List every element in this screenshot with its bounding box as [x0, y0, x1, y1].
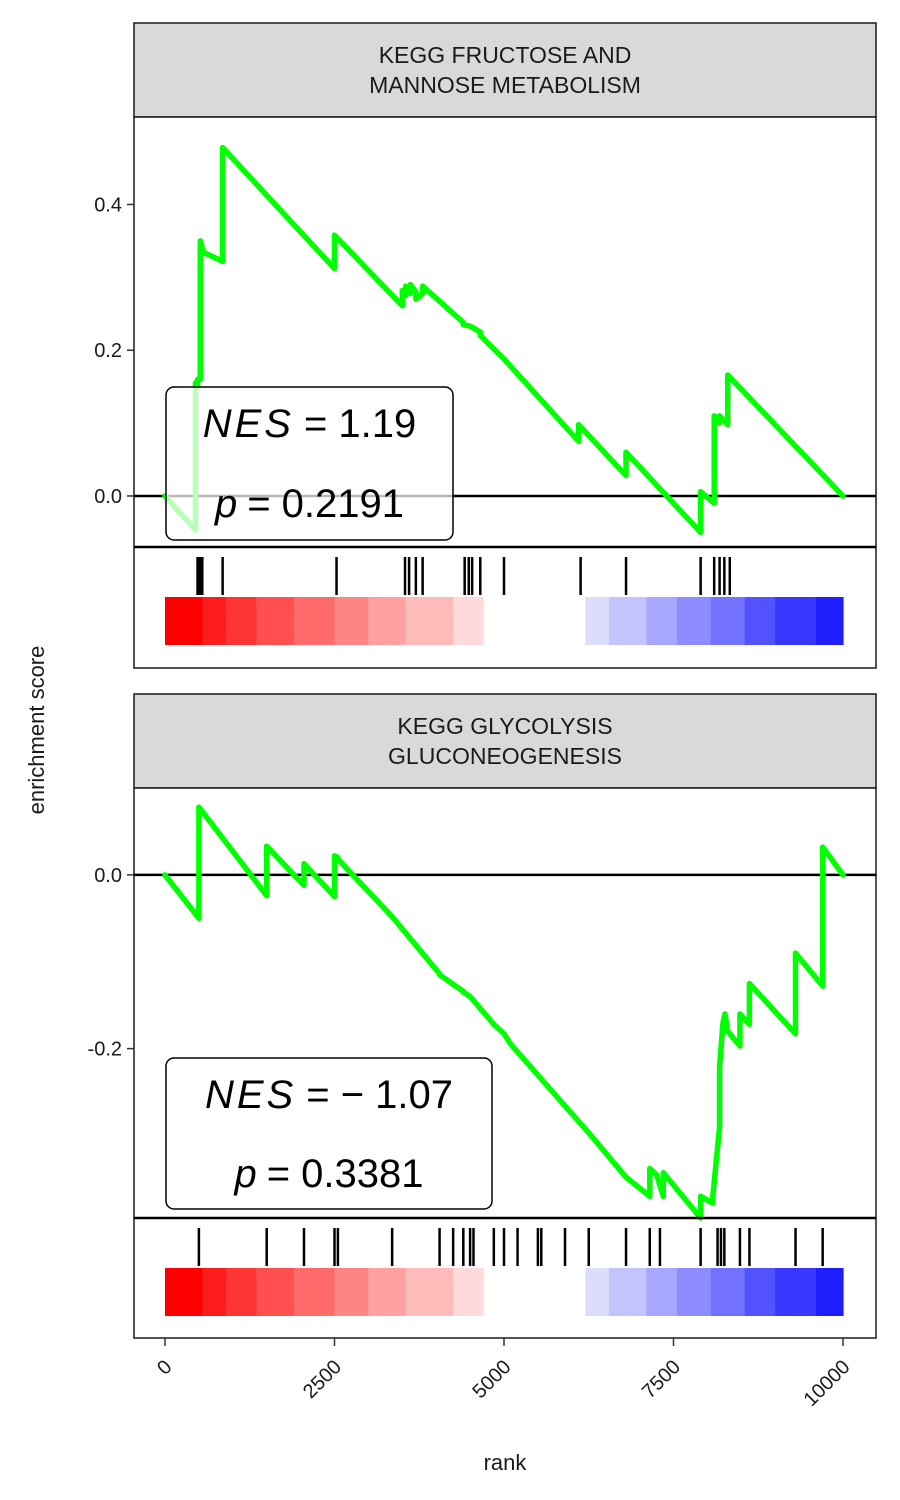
- colorbar-segment: [551, 1268, 586, 1316]
- p-value-label: p = 0.3381: [233, 1152, 423, 1196]
- colorbar-segment: [609, 597, 647, 645]
- x-tick-label: 0: [153, 1356, 176, 1379]
- panel-title-line: MANNOSE METABOLISM: [369, 72, 641, 98]
- colorbar-segment: [334, 597, 369, 645]
- colorbar-segment: [646, 597, 678, 645]
- colorbar-segment: [405, 597, 454, 645]
- colorbar-segment: [744, 597, 776, 645]
- p-value: = 0.2191: [247, 482, 404, 526]
- colorbar-segment: [453, 1268, 485, 1316]
- panel-strip: [133, 22, 877, 118]
- panel-strip: [133, 693, 877, 789]
- colorbar-segment: [293, 597, 336, 645]
- colorbar-segment: [676, 597, 712, 645]
- colorbar-segment: [710, 1268, 746, 1316]
- nes-label: NES = 1.19: [203, 402, 417, 446]
- nes-value: = 1.19: [304, 402, 416, 446]
- colorbar-segment: [646, 1268, 678, 1316]
- colorbar-segment: [744, 1268, 776, 1316]
- x-tick-label: 10000: [800, 1356, 855, 1411]
- colorbar-segment: [775, 1268, 817, 1316]
- colorbar-segment: [202, 597, 227, 645]
- colorbar-segment: [676, 1268, 712, 1316]
- stat-label-box: [165, 386, 454, 541]
- colorbar-segment: [368, 597, 407, 645]
- colorbar-segment: [202, 1268, 227, 1316]
- p-symbol: p: [214, 482, 237, 526]
- enrichment-score-line: [162, 144, 846, 536]
- colorbar-segment: [405, 1268, 454, 1316]
- colorbar-segment: [293, 1268, 336, 1316]
- colorbar-segment: [165, 597, 203, 645]
- colorbar-segment: [256, 597, 295, 645]
- panel-2: KEGG GLYCOLYSIS GLUCONEOGENESIS 0.0 -0.2 NES…: [88, 693, 877, 1339]
- enrichment-score-line: [162, 804, 846, 1221]
- colorbar-segment: [256, 1268, 295, 1316]
- y-tick-label: 0.2: [94, 340, 122, 362]
- colorbar-segment: [334, 1268, 369, 1316]
- colorbar-segment: [710, 597, 746, 645]
- colorbar-segment: [585, 1268, 610, 1316]
- panel-title-line: GLUCONEOGENESIS: [388, 743, 622, 769]
- colorbar-segment: [483, 1268, 553, 1316]
- y-axis-title: enrichment score: [24, 646, 49, 815]
- colorbar-segment: [815, 1268, 844, 1316]
- y-tick-label: -0.2: [88, 1039, 122, 1061]
- colorbar-segment: [226, 597, 258, 645]
- colorbar-segment: [815, 597, 844, 645]
- colorbar-segment: [551, 597, 586, 645]
- nes-symbol: NES: [203, 402, 294, 446]
- colorbar-segment: [453, 597, 485, 645]
- nes-symbol: NES: [205, 1073, 296, 1117]
- colorbar-segment: [226, 1268, 258, 1316]
- nes-value: = − 1.07: [306, 1073, 453, 1117]
- stat-label-box: [165, 1057, 493, 1210]
- colorbar-segment: [585, 597, 610, 645]
- colorbar-segment: [165, 1268, 203, 1316]
- x-axis-title: rank: [484, 1450, 528, 1475]
- panel-1: KEGG FRUCTOSE AND MANNOSE METABOLISM 0.0 0.…: [94, 22, 877, 669]
- y-tick-label: 0.0: [94, 865, 122, 887]
- panel-title-line: KEGG FRUCTOSE AND: [379, 42, 632, 68]
- colorbar-segment: [483, 597, 553, 645]
- p-value: = 0.3381: [267, 1152, 424, 1196]
- colorbar-segment: [609, 1268, 647, 1316]
- y-tick-label: 0.0: [94, 486, 122, 508]
- p-value-label: p = 0.2191: [214, 482, 404, 526]
- x-tick-label: 7500: [638, 1356, 685, 1403]
- colorbar-segment: [775, 597, 817, 645]
- panel-title-line: KEGG GLYCOLYSIS: [397, 713, 612, 739]
- y-tick-label: 0.4: [94, 194, 122, 216]
- p-symbol: p: [233, 1152, 256, 1196]
- colorbar-segment: [368, 1268, 407, 1316]
- nes-label: NES = − 1.07: [205, 1073, 453, 1117]
- x-tick-label: 2500: [299, 1356, 346, 1403]
- x-tick-label: 5000: [469, 1356, 516, 1403]
